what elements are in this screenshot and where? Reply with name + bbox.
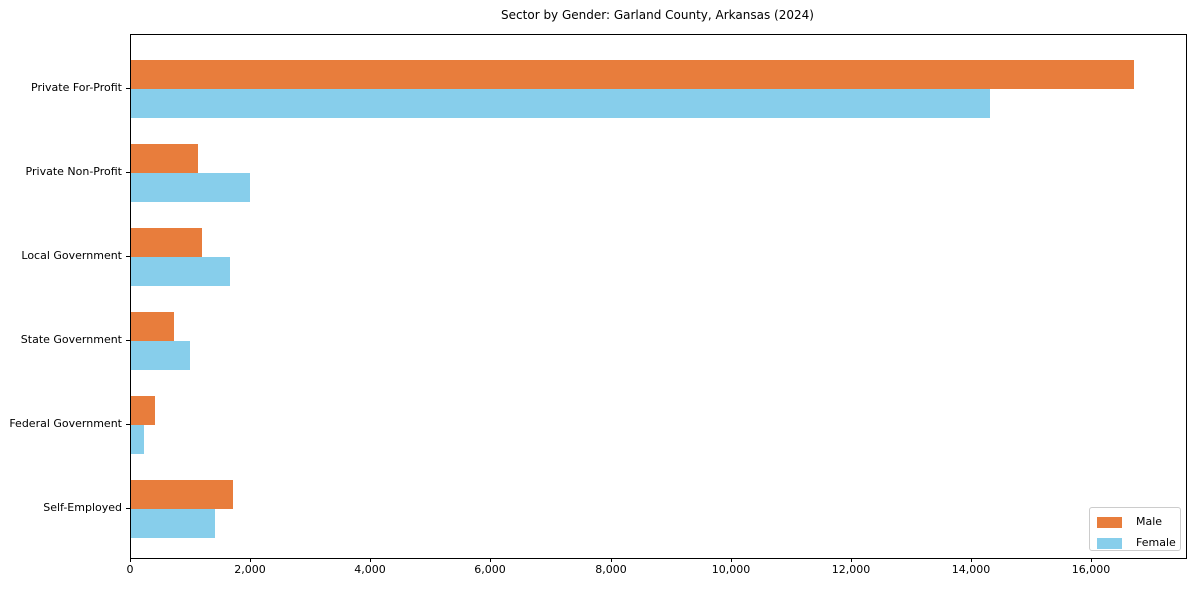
x-tick-label: 16,000 xyxy=(1071,563,1111,576)
bar-male-1 xyxy=(131,144,198,173)
y-tick-label-3: State Government xyxy=(20,333,122,346)
y-tick-mark xyxy=(126,424,130,425)
legend-swatch-female xyxy=(1097,537,1122,549)
x-tick-label: 14,000 xyxy=(951,563,991,576)
bar-female-1 xyxy=(131,173,250,202)
x-tick-mark xyxy=(490,558,491,562)
x-tick-label: 6,000 xyxy=(474,563,506,576)
bar-male-5 xyxy=(131,480,233,509)
x-tick-mark xyxy=(370,558,371,562)
x-tick-mark xyxy=(971,558,972,562)
bar-female-2 xyxy=(131,257,230,286)
y-tick-label-0: Private For-Profit xyxy=(31,81,122,94)
y-tick-mark xyxy=(126,88,130,89)
bar-male-3 xyxy=(131,312,174,341)
x-tick-mark xyxy=(731,558,732,562)
legend-label-female: Female xyxy=(1136,536,1176,549)
chart-title: Sector by Gender: Garland County, Arkans… xyxy=(501,8,814,22)
y-tick-label-1: Private Non-Profit xyxy=(25,165,122,178)
bar-male-0 xyxy=(131,60,1134,89)
bar-female-5 xyxy=(131,509,215,538)
x-tick-label: 2,000 xyxy=(234,563,266,576)
y-tick-label-5: Self-Employed xyxy=(43,501,122,514)
bar-male-2 xyxy=(131,228,202,257)
bar-female-0 xyxy=(131,89,990,118)
bar-male-4 xyxy=(131,396,155,425)
y-tick-mark xyxy=(126,508,130,509)
bar-female-4 xyxy=(131,425,144,454)
legend-label-male: Male xyxy=(1136,515,1163,528)
y-tick-mark xyxy=(126,172,130,173)
x-tick-label: 8,000 xyxy=(595,563,627,576)
x-tick-label: 0 xyxy=(126,563,134,576)
y-tick-mark xyxy=(126,340,130,341)
legend-item-female: Female xyxy=(1097,535,1180,551)
x-tick-label: 4,000 xyxy=(354,563,386,576)
y-tick-mark xyxy=(126,256,130,257)
x-tick-mark xyxy=(250,558,251,562)
legend: Male Female xyxy=(1089,507,1181,551)
y-tick-label-2: Local Government xyxy=(21,249,122,262)
x-tick-mark xyxy=(130,558,131,562)
x-tick-mark xyxy=(851,558,852,562)
bar-female-3 xyxy=(131,341,190,370)
y-tick-label-4: Federal Government xyxy=(9,417,122,430)
x-tick-label: 10,000 xyxy=(711,563,751,576)
legend-item-male: Male xyxy=(1097,514,1180,530)
x-tick-mark xyxy=(1091,558,1092,562)
legend-swatch-male xyxy=(1097,516,1122,528)
x-tick-mark xyxy=(611,558,612,562)
x-tick-label: 12,000 xyxy=(831,563,871,576)
plot-area xyxy=(130,34,1187,559)
